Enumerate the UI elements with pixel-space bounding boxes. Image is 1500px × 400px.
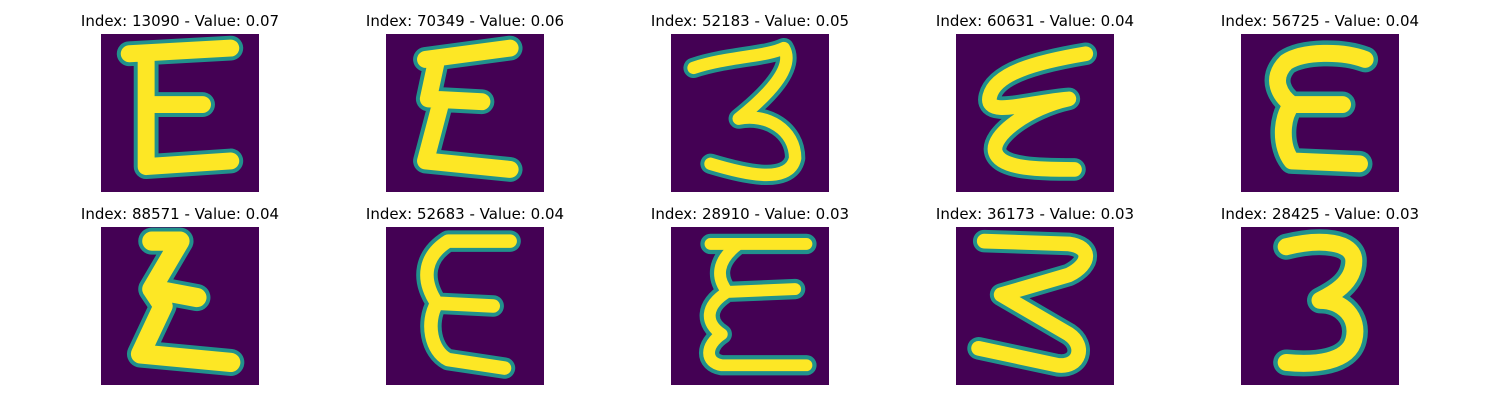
panel-title: Index: 36173 - Value: 0.03 — [935, 205, 1135, 223]
panel-title: Index: 70349 - Value: 0.06 — [365, 12, 565, 30]
glyph-image — [101, 34, 259, 192]
glyph-image — [1241, 34, 1399, 192]
glyph-image — [956, 34, 1114, 192]
panel-title: Index: 52183 - Value: 0.05 — [650, 12, 850, 30]
glyph-image — [101, 227, 259, 385]
glyph-image — [671, 34, 829, 192]
panel-title: Index: 88571 - Value: 0.04 — [80, 205, 280, 223]
glyph-image — [671, 227, 829, 385]
panel-title: Index: 28425 - Value: 0.03 — [1220, 205, 1420, 223]
glyph-image — [1241, 227, 1399, 385]
panel-title: Index: 56725 - Value: 0.04 — [1220, 12, 1420, 30]
glyph-image — [386, 34, 544, 192]
glyph-image — [386, 227, 544, 385]
panel-title: Index: 60631 - Value: 0.04 — [935, 12, 1135, 30]
glyph-image — [956, 227, 1114, 385]
panel-title: Index: 52683 - Value: 0.04 — [365, 205, 565, 223]
panel-title: Index: 13090 - Value: 0.07 — [80, 12, 280, 30]
panel-title: Index: 28910 - Value: 0.03 — [650, 205, 850, 223]
